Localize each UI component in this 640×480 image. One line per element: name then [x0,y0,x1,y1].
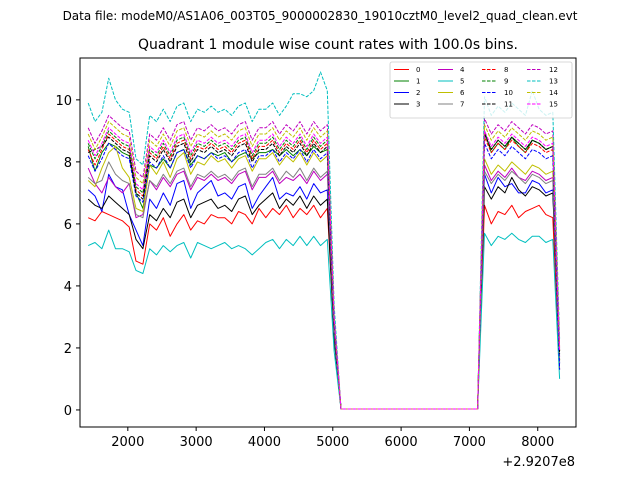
legend-label-4: 4 [460,66,465,74]
y-axis: 0 2 4 6 8 10 [55,94,80,419]
series-line-9 [87,130,561,410]
plot-frame [79,57,577,428]
legend-label-1: 1 [416,78,420,86]
series-line-1 [87,130,561,410]
legend-label-8: 8 [504,66,508,74]
legend-label-5: 5 [460,78,464,86]
x-tick-label: 6000 [385,435,418,450]
x-offset-label: +2.9207e8 [502,455,575,470]
legend-box [389,61,573,119]
series-layer [87,71,561,410]
x-tick-label: 5000 [316,435,349,450]
y-tick-label: 6 [64,218,72,233]
y-tick-label: 8 [64,156,72,171]
series-line-5 [87,229,561,410]
series-line-12 [87,114,561,410]
chart-suptitle: Data file: modeM0/AS1A06_003T05_90000028… [63,9,578,23]
x-axis: 2000 3000 4000 5000 6000 7000 8000 [111,427,554,450]
series-line-14 [87,121,561,410]
legend-label-3: 3 [416,101,420,109]
series-line-11 [87,133,561,410]
chart-title: Quadrant 1 module wise count rates with … [138,37,518,53]
legend-label-13: 13 [549,78,558,86]
x-tick-label: 3000 [180,435,213,450]
series-line-3 [87,176,561,410]
legend-label-2: 2 [416,89,420,97]
legend-label-7: 7 [460,101,464,109]
legend-label-0: 0 [416,66,420,74]
y-tick-label: 0 [64,404,72,419]
y-tick-label: 2 [64,342,72,357]
legend-label-10: 10 [504,89,513,97]
legend-label-12: 12 [549,66,558,74]
x-tick-label: 4000 [248,435,281,450]
x-tick-label: 8000 [521,435,554,450]
y-tick-label: 4 [64,280,72,295]
series-line-7 [87,161,561,410]
legend-label-9: 9 [504,78,508,86]
series-line-0 [87,204,561,410]
legend-label-15: 15 [549,101,558,109]
y-tick-label: 10 [55,94,72,109]
series-line-2 [87,173,561,410]
series-line-15 [87,127,561,410]
x-tick-label: 2000 [111,435,144,450]
series-line-6 [87,145,561,410]
legend-label-6: 6 [460,89,465,97]
legend-label-14: 14 [549,89,558,97]
x-tick-label: 7000 [453,435,486,450]
legend-label-11: 11 [504,101,513,109]
